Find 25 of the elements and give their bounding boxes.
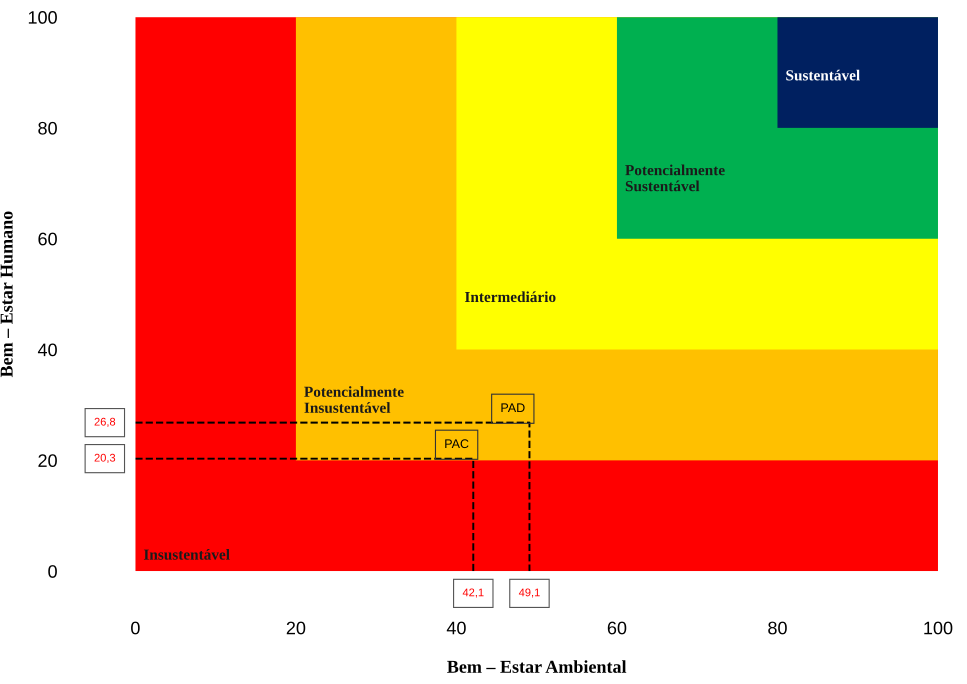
band-label: Potencialmente Insustentável	[304, 386, 404, 413]
x-tick-label: 0	[131, 622, 140, 634]
band-label: Insustentável	[144, 548, 230, 560]
y-tick-label: 20	[38, 454, 57, 468]
x-tick-label: 100	[924, 622, 952, 634]
y-axis-title: Bem – Estar Humano	[0, 211, 13, 378]
y-tick-label: 80	[38, 122, 57, 135]
x-axis-title: Bem – Estar Ambiental	[447, 660, 626, 673]
y-tick-label: 60	[38, 232, 57, 246]
band-label: Intermediário	[464, 291, 556, 302]
y-tick-label: 100	[28, 11, 57, 24]
annotation: 42,1	[462, 588, 484, 598]
x-tick-label: 80	[768, 622, 787, 634]
series-label: PAC	[445, 439, 469, 448]
band-label: Sustentável	[786, 70, 860, 81]
annotation: 20,3	[94, 454, 116, 463]
annotation: 26,8	[94, 418, 116, 427]
y-tick-label: 40	[38, 343, 57, 356]
annotation: 49,1	[518, 588, 540, 598]
x-tick-label: 60	[608, 622, 626, 634]
y-tick-label: 0	[48, 565, 57, 578]
x-tick-label: 20	[286, 622, 306, 634]
x-tick-label: 40	[446, 622, 466, 634]
band-label: Potencialmente Sustentável	[625, 164, 725, 192]
series-label: PAD	[501, 403, 525, 412]
